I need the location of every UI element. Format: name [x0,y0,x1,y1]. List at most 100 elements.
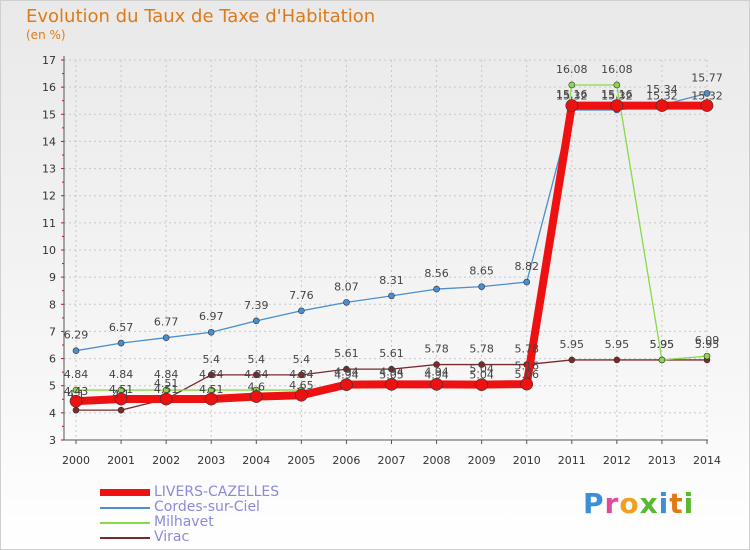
data-label: 6.77 [154,316,179,329]
y-tick-label: 16 [42,81,56,94]
data-label: 15.34 [646,83,678,96]
data-label: 15.77 [691,71,723,84]
data-label: 4.84 [64,368,89,381]
data-point [340,378,353,391]
data-label: 4.1 [112,388,130,401]
data-label: 15.32 [691,90,723,103]
grid [64,59,708,441]
y-tick-label: 3 [49,434,56,447]
data-label: 4.84 [244,368,269,381]
data-label: 5.4 [293,353,311,366]
data-point [613,81,621,89]
y-tick-label: 6 [49,353,56,366]
data-label: 5.95 [650,338,675,351]
data-label: 15.32 [601,90,633,103]
y-tick-label: 5 [49,380,56,393]
data-point [700,99,714,112]
data-label: 6.09 [695,334,720,347]
data-label: 5.05 [379,368,404,381]
y-tick-label: 11 [42,217,56,230]
x-tick-label: 2004 [242,454,270,467]
data-label: 8.31 [379,274,404,287]
x-tick-label: 2013 [648,454,676,467]
legend-item-milhavet: Milhavet [100,514,340,530]
x-tick-label: 2008 [423,454,451,467]
x-tick-label: 2011 [558,454,586,467]
data-label: 4.84 [199,368,224,381]
data-point [523,278,531,286]
data-label: 15.16 [556,88,588,101]
y-tick-label: 4 [49,407,56,420]
data-label: 15.16 [601,88,633,101]
data-point [703,90,711,97]
y-tick-label: 8 [49,298,56,311]
axes: 3 4 5 6 7 8 9 10 11 12 13 14 15 16 17 2000 2001 2002 2003 2… [42,54,721,467]
data-point [343,365,350,373]
y-tick-label: 10 [42,244,56,257]
data-label: 4.51 [154,383,179,396]
data-point [565,99,579,112]
x-tick-label: 2003 [197,454,225,467]
data-label: 15.32 [646,90,678,103]
data-label: 5.4 [248,353,266,366]
data-label: 7.39 [244,299,269,312]
legend-swatch [100,522,150,524]
data-label: 5.04 [469,363,494,376]
data-label: 6.97 [199,310,224,323]
data-label: 4.94 [424,365,449,378]
legend-item-virac: Virac [100,529,340,545]
data-point [388,365,395,373]
data-label: 5.16 [514,359,539,372]
data-point [343,299,350,306]
data-point [655,99,669,112]
data-point [568,356,576,364]
data-label: 5.95 [695,338,720,351]
data-labels: 4.43 4.51 4.51 4.51 4.6 4.654.94 5.05 4.94 5.04 5… [64,63,723,401]
data-label: 4.65 [289,379,314,392]
data-label: 4.94 [424,368,449,381]
data-point [252,317,260,325]
legend-label: Virac [154,529,190,545]
chart-title: Evolution du Taux de Taxe d'Habitation [26,6,376,27]
data-label: 5.78 [514,343,539,356]
data-label: 8.07 [334,280,359,293]
data-point [298,371,305,379]
data-point [298,307,305,315]
x-tick-label: 2006 [332,454,360,467]
data-point [117,339,125,347]
data-label: 8.65 [469,265,494,278]
data-point [72,347,80,355]
series-lines [69,81,714,414]
x-tick-label: 2010 [513,454,541,467]
data-point [478,283,485,290]
y-tick-label: 13 [42,163,56,176]
data-label: 5.06 [514,368,539,381]
data-label: 4.94 [334,369,359,382]
data-label: 5.95 [650,338,675,351]
data-label: 4.94 [379,365,404,378]
data-point [568,81,576,89]
data-label: 8.82 [514,260,539,273]
data-point [252,371,260,379]
legend-item-cordes-sur-ciel: Cordes-sur-Ciel [100,499,340,515]
data-point [475,378,488,391]
legend-swatch [100,507,150,509]
data-label: 16.08 [601,63,633,76]
data-label: 5.61 [379,347,404,360]
data-label: 4.43 [64,385,89,398]
y-tick-label: 12 [42,190,56,203]
data-label: 4.51 [109,383,134,396]
data-point [385,378,398,391]
data-point [520,377,534,391]
legend-swatch [100,537,150,539]
data-point [703,352,711,360]
data-point [430,378,443,391]
data-point [204,392,218,406]
data-label: 5.04 [469,369,494,382]
legend-label: Milhavet [154,514,214,530]
data-label: 4.84 [289,368,314,381]
data-point [388,292,395,300]
data-label: 4.51 [154,377,179,390]
